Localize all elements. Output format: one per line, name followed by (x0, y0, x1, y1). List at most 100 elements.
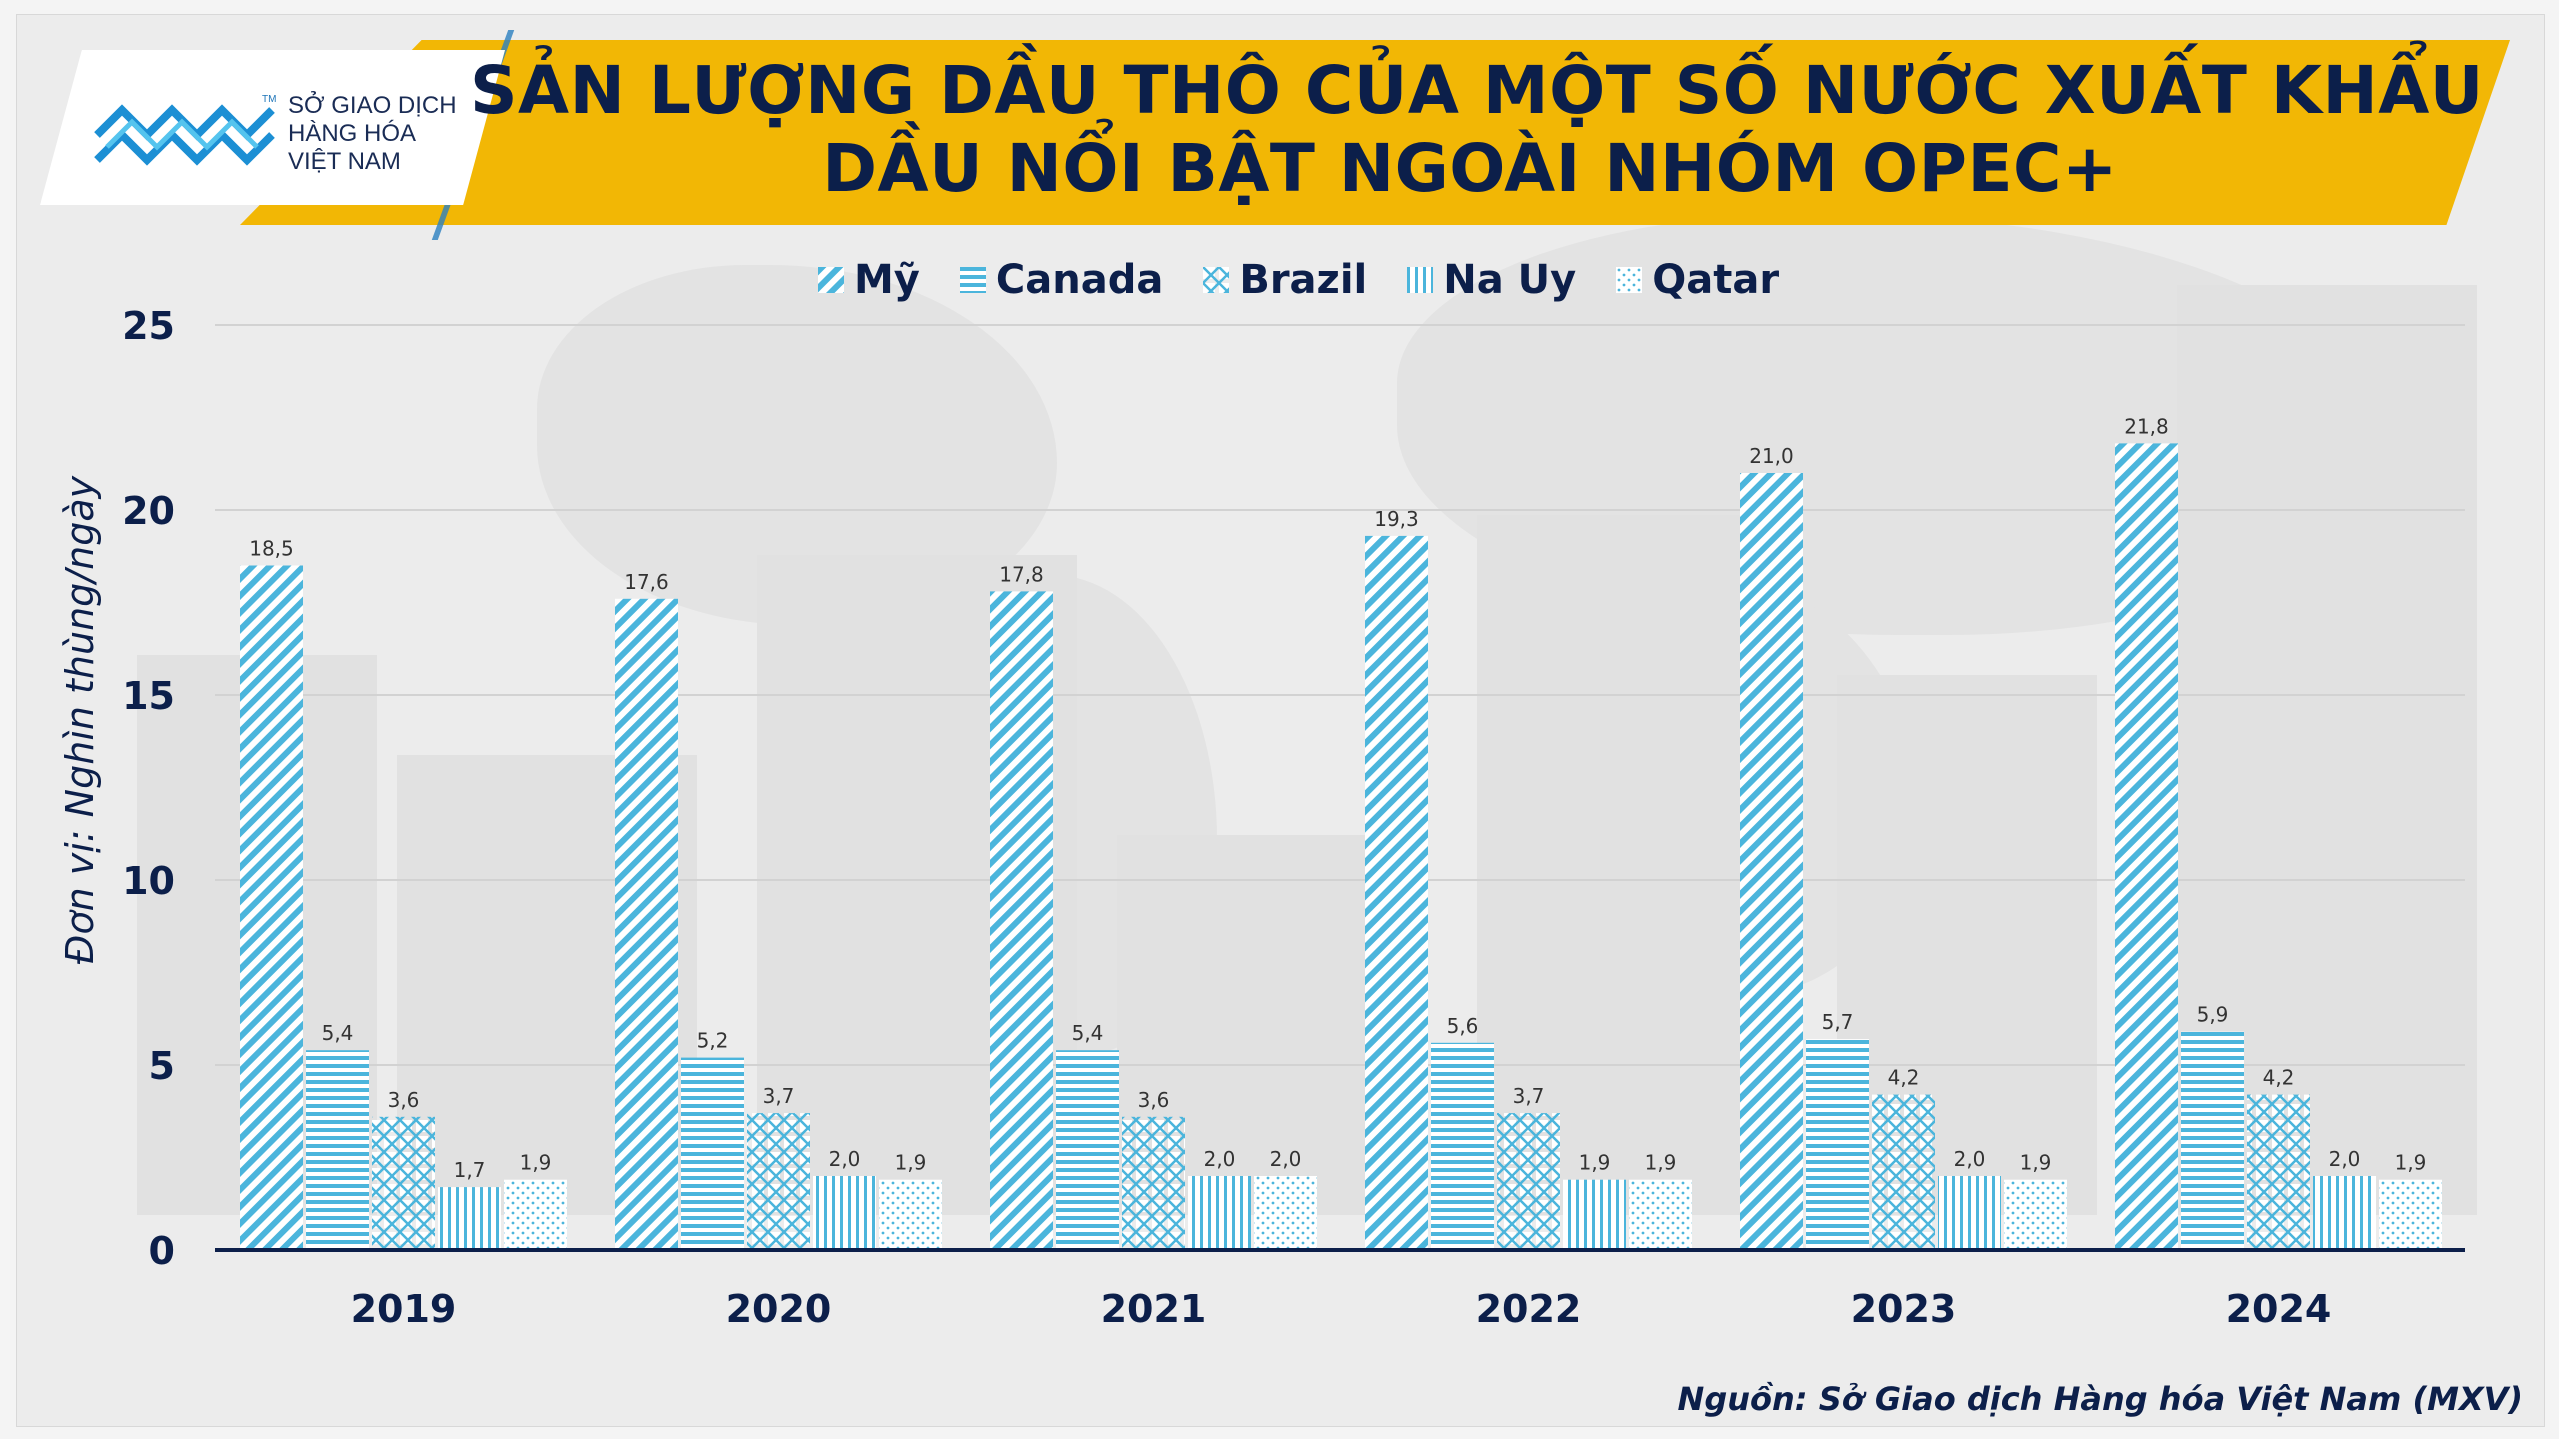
x-tick-label: 2020 (726, 1287, 832, 1331)
logo-line-2: HÀNG HÓA (288, 120, 417, 147)
chart-legend: Mỹ Canada Brazil Na Uy Qatar (818, 255, 1779, 305)
chart-frame (16, 14, 2545, 1427)
x-tick-label: 2024 (2226, 1287, 2332, 1331)
bar-2022-1 (1431, 1042, 1494, 1250)
bar-2021-3 (1188, 1176, 1251, 1250)
data-label: 1,9 (1645, 1151, 1677, 1175)
data-label: 19,3 (1374, 507, 1419, 531)
data-label: 4,2 (2263, 1066, 2295, 1090)
bar-2022-3 (1563, 1179, 1626, 1250)
bar-2022-4 (1629, 1179, 1692, 1250)
data-label: 1,9 (520, 1151, 552, 1175)
data-label: 4,2 (1888, 1066, 1920, 1090)
bar-2021-2 (1122, 1116, 1185, 1250)
data-label: 5,9 (2197, 1003, 2229, 1027)
legend-swatch (1616, 267, 1643, 293)
x-tick-label: 2019 (351, 1287, 457, 1331)
axes: 0 5 10 15 20 25 2019 2020 2021 2022 2023 2024 (122, 304, 2465, 1331)
data-label: 2,0 (1270, 1147, 1302, 1171)
logo-plate (40, 50, 505, 205)
data-label: 1,9 (895, 1151, 927, 1175)
bar-2021-0 (990, 591, 1053, 1250)
bar-2020-4 (879, 1179, 942, 1250)
x-tick-label: 2022 (1476, 1287, 1582, 1331)
bar-2020-1 (681, 1057, 744, 1250)
logo-line-1: SỞ GIAO DỊCH (288, 92, 457, 119)
data-label: 2,0 (2329, 1147, 2361, 1171)
data-label: 2,0 (1954, 1147, 1986, 1171)
bars: 18,5 5,4 3,6 1,7 1,9 17,6 5,2 3,7 2,0 1,9 17,8 5,4 3… (240, 414, 2442, 1250)
bar-2019-0 (240, 565, 303, 1250)
source-note: Nguồn: Sở Giao dịch Hàng hóa Việt Nam (M… (1677, 1380, 2523, 1418)
bar-2021-1 (1056, 1050, 1119, 1250)
data-label: 17,8 (999, 562, 1044, 586)
legend-label: Mỹ (854, 257, 920, 303)
legend-label: Canada (995, 257, 1164, 303)
legend-item: Mỹ (818, 257, 920, 303)
bar-2019-1 (306, 1050, 369, 1250)
bar-2019-4 (504, 1179, 567, 1250)
legend-label: Na Uy (1443, 257, 1577, 303)
bar-2019-3 (438, 1187, 501, 1250)
bar-2023-3 (1938, 1176, 2001, 1250)
logo-trademark: TM (262, 94, 277, 105)
legend-label: Qatar (1652, 257, 1780, 303)
building-silhouette (1477, 515, 1777, 1215)
data-label: 1,9 (2020, 1151, 2052, 1175)
y-tick-label: 20 (122, 489, 175, 533)
bar-2020-3 (813, 1176, 876, 1250)
bar-2024-0 (2115, 443, 2178, 1250)
legend-item: Canada (959, 257, 1164, 303)
legend-item: Qatar (1616, 257, 1779, 303)
data-label: 5,6 (1447, 1014, 1479, 1038)
data-label: 18,5 (249, 537, 294, 561)
data-label: 5,2 (697, 1029, 729, 1053)
x-tick-label: 2023 (1851, 1287, 1957, 1331)
bar-2024-1 (2181, 1031, 2244, 1250)
y-tick-label: 25 (122, 304, 175, 348)
legend-swatch (1203, 267, 1230, 293)
bar-2024-4 (2379, 1179, 2442, 1250)
data-label: 3,7 (763, 1084, 795, 1108)
y-tick-label: 10 (122, 859, 175, 903)
bar-2019-2 (372, 1116, 435, 1250)
mxv-logo-icon (94, 104, 275, 166)
y-tick-label: 0 (149, 1229, 175, 1273)
legend-item: Na Uy (1407, 257, 1576, 303)
chart-title: SẢN LƯỢNG DẦU THÔ CỦA MỘT SỐ NƯỚC XUẤT K… (470, 52, 2484, 208)
bar-2020-0 (615, 598, 678, 1250)
bar-2023-4 (2004, 1179, 2067, 1250)
data-label: 2,0 (829, 1147, 861, 1171)
data-label: 3,6 (1138, 1088, 1170, 1112)
x-tick-label: 2021 (1101, 1287, 1207, 1331)
data-label: 2,0 (1204, 1147, 1236, 1171)
y-tick-label: 5 (149, 1044, 175, 1088)
title-banner (240, 40, 2510, 225)
data-label: 5,4 (1072, 1021, 1104, 1045)
data-label: 1,9 (2395, 1151, 2427, 1175)
data-label: 17,6 (624, 570, 669, 594)
data-label: 21,8 (2124, 414, 2169, 438)
bar-2021-4 (1254, 1176, 1317, 1250)
bar-2020-2 (747, 1113, 810, 1250)
chart-title-line-2: DẦU NỔI BẬT NGOÀI NHÓM OPEC+ (822, 130, 2118, 207)
data-label: 1,9 (1579, 1151, 1611, 1175)
bar-2023-2 (1872, 1094, 1935, 1250)
data-label: 5,7 (1822, 1010, 1854, 1034)
data-label: 21,0 (1749, 444, 1794, 468)
bar-2023-0 (1740, 473, 1803, 1250)
y-tick-label: 15 (122, 674, 175, 718)
bar-2024-3 (2313, 1176, 2376, 1250)
data-label: 3,7 (1513, 1084, 1545, 1108)
bar-2023-1 (1806, 1039, 1869, 1250)
data-label: 1,7 (454, 1158, 486, 1182)
bar-2024-2 (2247, 1094, 2310, 1250)
legend-swatch (1407, 267, 1434, 293)
chart-title-line-1: SẢN LƯỢNG DẦU THÔ CỦA MỘT SỐ NƯỚC XUẤT K… (470, 52, 2484, 129)
legend-swatch (959, 267, 986, 293)
legend-label: Brazil (1239, 257, 1368, 303)
grid-lines (215, 324, 2465, 1066)
legend-swatch (818, 267, 844, 293)
logo-line-3: VIỆT NAM (288, 148, 401, 175)
